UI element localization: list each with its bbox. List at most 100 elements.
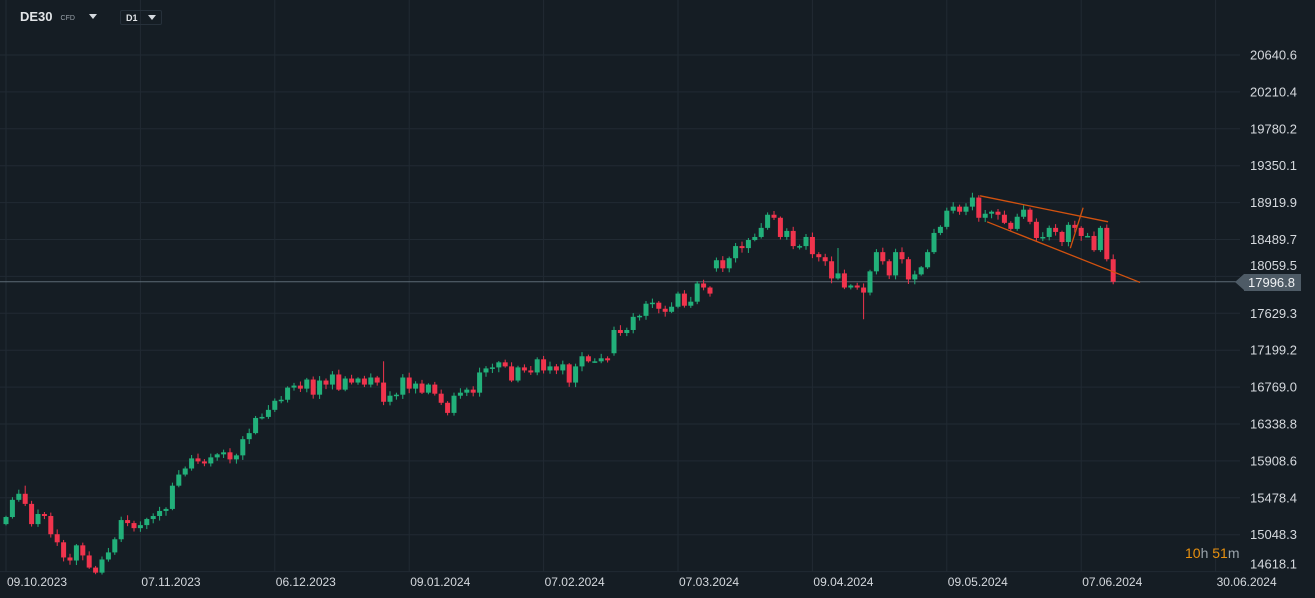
candle-bearish <box>361 378 367 385</box>
candle-bullish <box>189 458 195 469</box>
chevron-down-icon <box>148 15 156 20</box>
candle-bullish <box>144 519 150 526</box>
candle-bullish <box>240 439 246 456</box>
candle-bullish <box>733 246 739 259</box>
candle-bearish <box>739 246 745 249</box>
candle-bearish <box>957 206 963 212</box>
candle-bullish <box>368 377 374 385</box>
candle-bullish <box>803 236 809 247</box>
candle-bearish <box>29 503 35 525</box>
candle-bullish <box>425 384 431 393</box>
candle-bearish <box>605 358 611 361</box>
y-axis-tick-label: 14618.1 <box>1250 557 1297 572</box>
candle-bullish <box>694 283 700 302</box>
candle-bullish <box>560 364 566 371</box>
chevron-down-icon[interactable] <box>88 14 97 19</box>
candle-bearish <box>1110 259 1116 282</box>
candle-bearish <box>227 452 233 460</box>
candle-bearish <box>790 230 796 247</box>
candle-bullish <box>272 400 278 410</box>
candle-bullish <box>118 520 124 540</box>
y-axis-tick-label: 18919.9 <box>1250 195 1297 210</box>
symbol-name: DE30 <box>20 9 53 24</box>
candle-bullish <box>893 252 899 276</box>
candle-bullish <box>342 378 348 390</box>
trendline-channel-bottom <box>986 221 1141 284</box>
timeframe-selector[interactable]: D1 <box>120 10 162 25</box>
candle-bearish <box>1027 209 1033 222</box>
candle-bullish <box>169 485 175 509</box>
candle-bearish <box>521 367 527 371</box>
candle-countdown: 10h 51m <box>1185 545 1240 561</box>
symbol-type: CFD <box>60 14 75 22</box>
x-axis-tick-label: 07.02.2024 <box>545 575 605 589</box>
candle-bearish <box>48 516 54 535</box>
candle-bearish <box>80 545 86 556</box>
candle-bullish <box>246 433 252 440</box>
candle-bullish <box>73 545 79 561</box>
candle-bearish <box>470 389 476 393</box>
candle-bearish <box>86 555 92 568</box>
y-axis-tick-label: 17199.2 <box>1250 343 1297 358</box>
candle-bullish <box>630 316 636 330</box>
candle-bullish <box>253 417 259 434</box>
y-axis-tick-label: 15908.6 <box>1250 453 1297 468</box>
candle-bullish <box>944 210 950 227</box>
candle-bearish <box>374 377 380 383</box>
candle-bearish <box>310 379 316 395</box>
candle-bearish <box>861 287 867 293</box>
candle-bullish <box>873 252 879 272</box>
candle-bearish <box>438 393 444 403</box>
trendline-breakout-line <box>1069 207 1084 249</box>
candle-bearish <box>1008 222 1014 229</box>
candle-bearish <box>61 542 67 558</box>
candle-bearish <box>886 261 892 276</box>
candle-bearish <box>822 257 828 262</box>
candle-bullish <box>99 559 105 573</box>
candle-bullish <box>726 258 732 269</box>
countdown-minutes-unit: m <box>1227 545 1240 561</box>
candle-bullish <box>278 399 284 402</box>
candle-bearish <box>1078 227 1084 236</box>
candle-bullish <box>163 508 169 511</box>
candle-bullish <box>1014 216 1020 229</box>
candle-bullish <box>784 230 790 237</box>
candle-bullish <box>713 260 719 269</box>
candle-bullish <box>355 378 361 383</box>
countdown-hours-unit: h <box>1200 545 1209 561</box>
y-axis-tick-label: 17629.3 <box>1250 306 1297 321</box>
candle-bearish <box>1072 224 1078 228</box>
y-axis-tick-label: 18059.5 <box>1250 258 1297 273</box>
current-price-tag: 17996.8 <box>1235 274 1301 291</box>
candle-bullish <box>982 213 988 218</box>
candle-bearish <box>553 366 559 371</box>
candle-bullish <box>963 206 969 212</box>
candle-bearish <box>880 252 886 262</box>
candle-bearish <box>432 384 438 394</box>
candle-bullish <box>1040 236 1046 239</box>
candle-bearish <box>297 385 303 389</box>
x-axis-tick-label: 09.04.2024 <box>813 575 873 589</box>
candle-bullish <box>912 274 918 280</box>
candle-bearish <box>541 359 547 371</box>
candle-bearish <box>406 377 412 389</box>
symbol-selector[interactable]: DE30 CFD <box>20 9 97 24</box>
x-axis-tick-label: 07.11.2023 <box>141 575 200 589</box>
candle-bullish <box>848 285 854 288</box>
candle-bullish <box>208 457 214 464</box>
candle-bearish <box>585 356 591 362</box>
x-axis-tick-label: 30.06.2024 <box>1217 575 1277 589</box>
candle-bearish <box>905 259 911 280</box>
candle-bearish <box>125 520 131 524</box>
candle-bullish <box>937 226 943 233</box>
candle-bullish <box>624 329 630 334</box>
candle-bearish <box>617 329 623 334</box>
y-axis-tick-label: 20640.6 <box>1250 48 1297 63</box>
candle-bearish <box>67 557 73 561</box>
y-axis-tick-label: 15048.3 <box>1250 527 1297 542</box>
candle-bullish <box>214 454 220 458</box>
candle-bullish <box>285 387 291 400</box>
candle-bearish <box>1104 227 1110 260</box>
candle-bullish <box>176 474 182 486</box>
